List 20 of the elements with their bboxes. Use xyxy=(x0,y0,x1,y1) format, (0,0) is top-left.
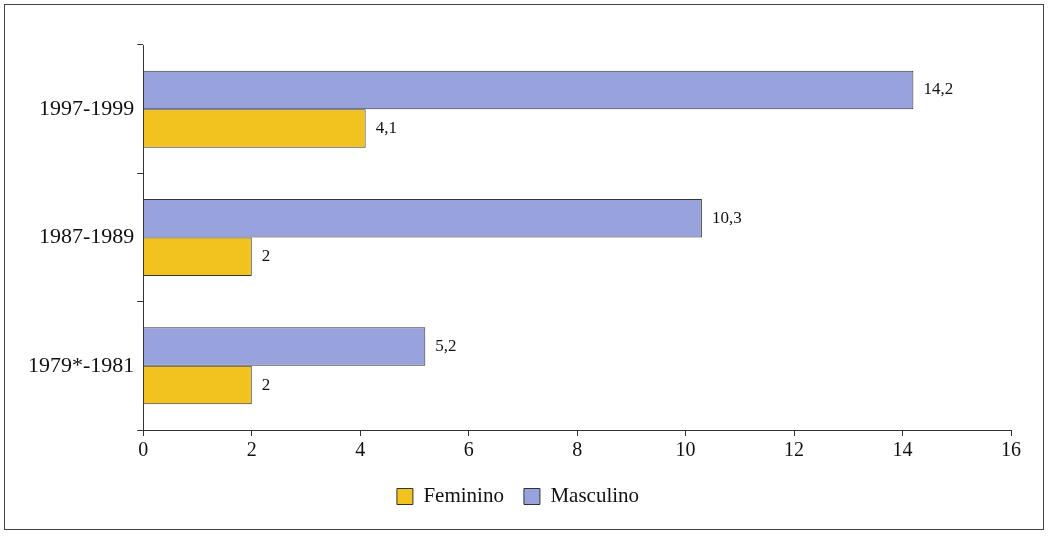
legend-label: Masculino xyxy=(550,483,640,508)
data-label: 10,3 xyxy=(711,207,742,227)
y-tick-label: 1987-1989 xyxy=(39,223,135,249)
data-label: 14,2 xyxy=(923,79,954,99)
y-tick-label: 1997-1999 xyxy=(39,94,135,120)
x-tick-label: 12 xyxy=(784,438,805,461)
data-label: 2 xyxy=(261,374,271,394)
x-tick-label: 2 xyxy=(246,438,257,461)
x-tick-label: 6 xyxy=(463,438,474,461)
x-tick-label: 14 xyxy=(892,438,913,461)
data-label: 4,1 xyxy=(375,117,397,137)
x-tick-label: 16 xyxy=(1001,438,1021,461)
data-label: 2 xyxy=(261,246,271,266)
x-tick-label: 0 xyxy=(138,438,149,461)
data-label: 5,2 xyxy=(435,336,457,356)
x-tick-label: 10 xyxy=(675,438,696,461)
legend-label: Feminino xyxy=(423,483,504,508)
x-tick-label: 4 xyxy=(355,438,366,461)
x-tick-label: 8 xyxy=(572,438,583,461)
y-tick-label: 1979*-1981 xyxy=(28,351,135,377)
